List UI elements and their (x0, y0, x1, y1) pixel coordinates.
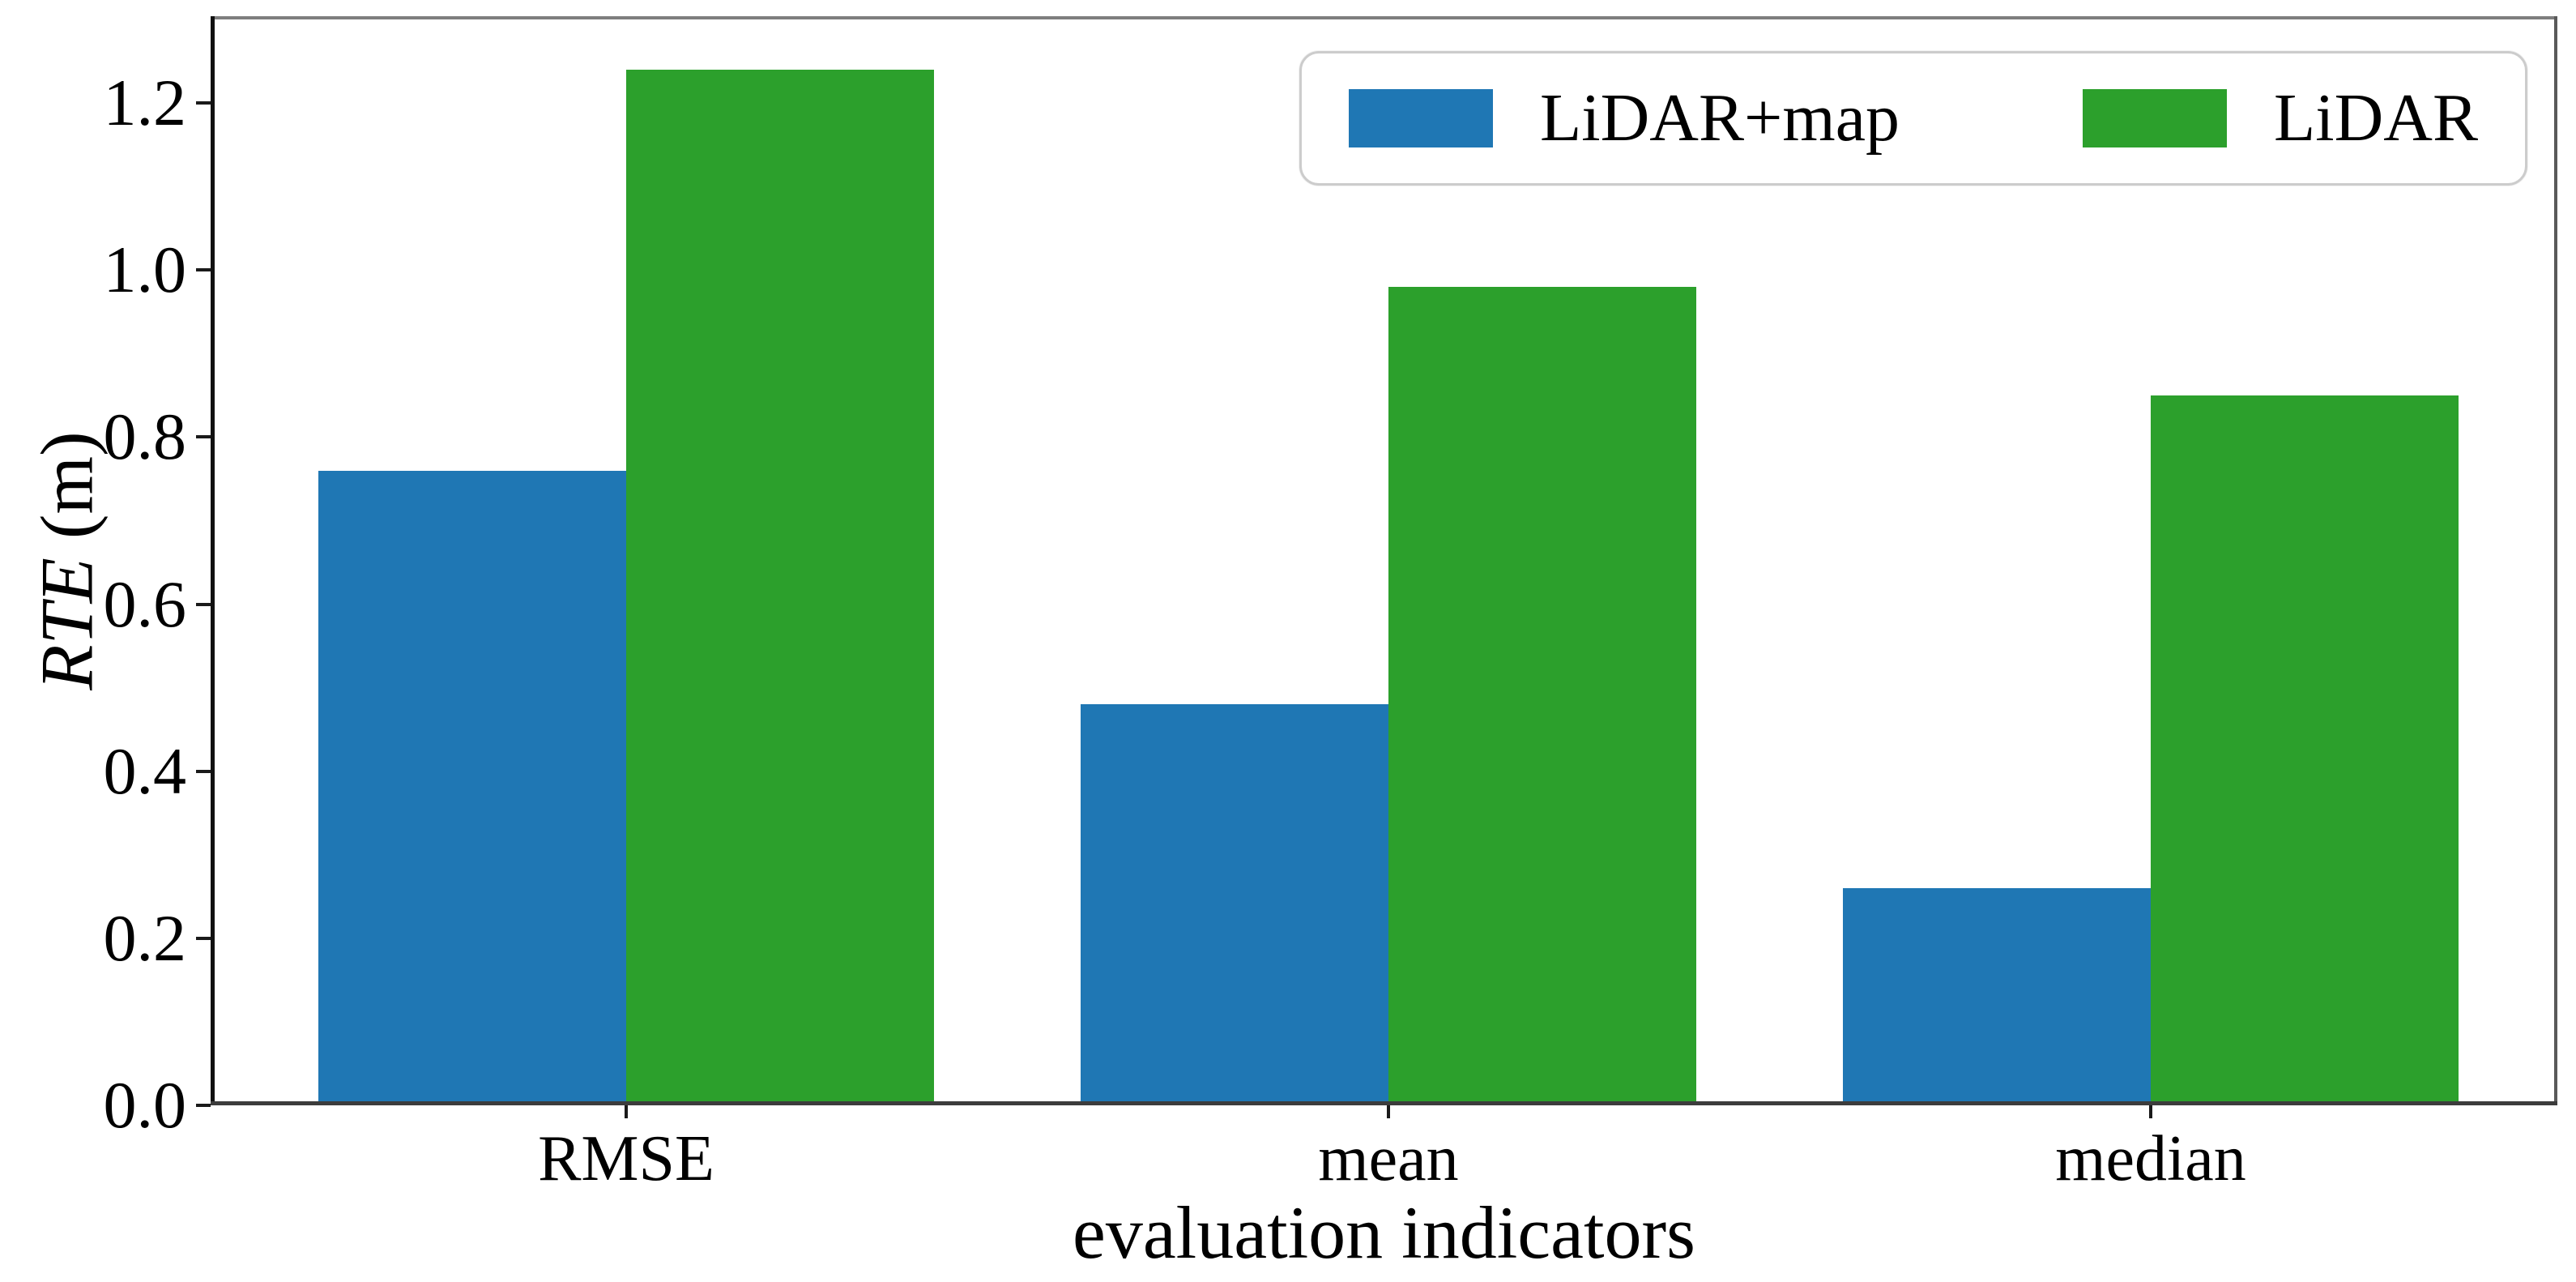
y-tick-label-0.6: 0.6 (103, 566, 187, 641)
y-tick-label-1.2: 1.2 (103, 66, 187, 140)
y-tick-mark-0.0 (196, 1104, 211, 1107)
y-tick-mark-1.2 (196, 101, 211, 105)
y-tick-label-1.0: 1.0 (103, 233, 187, 307)
y-tick-mark-0.6 (196, 602, 211, 606)
bar-lidar-map-median (1843, 888, 2151, 1105)
plot-area: LiDAR+map LiDAR 0.0 0.2 0.4 0.6 0.8 1.0 1.2 RMS… (104, 16, 2557, 1194)
legend-swatch-lidar (2083, 89, 2227, 147)
y-tick-mark-1.0 (196, 268, 211, 272)
left-spine (211, 16, 215, 1105)
x-tick-label-mean: mean (1318, 1123, 1459, 1194)
x-tick-mark-rmse (625, 1105, 628, 1118)
y-tick-mark-0.2 (196, 936, 211, 940)
legend: LiDAR+map LiDAR (1299, 51, 2527, 186)
legend-label-lidar: LiDAR (2274, 80, 2478, 156)
y-tick-label-0.4: 0.4 (103, 733, 187, 808)
bar-lidar-map-rmse (318, 471, 626, 1105)
x-tick-label-median: median (2055, 1123, 2246, 1194)
x-axis-line (211, 1101, 2557, 1105)
bar-lidar-map-mean (1081, 704, 1388, 1105)
x-axis-label: evaluation indicators (1073, 1191, 1695, 1274)
bar-lidar-mean (1388, 287, 1696, 1105)
legend-label-lidar-map: LiDAR+map (1540, 80, 1900, 156)
y-tick-label-0.8: 0.8 (103, 400, 187, 474)
bar-lidar-median (2151, 395, 2459, 1105)
legend-swatch-lidar-map (1349, 89, 1493, 147)
x-tick-mark-median (2149, 1105, 2152, 1118)
top-spine (211, 16, 2557, 19)
x-tick-mark-mean (1387, 1105, 1390, 1118)
right-spine (2554, 16, 2557, 1105)
bar-lidar-rmse (626, 70, 934, 1105)
y-tick-mark-0.4 (196, 769, 211, 773)
x-tick-label-rmse: RMSE (538, 1123, 714, 1194)
y-tick-mark-0.8 (196, 435, 211, 439)
y-tick-label-0.0: 0.0 (103, 1068, 187, 1142)
y-tick-label-0.2: 0.2 (103, 900, 187, 975)
